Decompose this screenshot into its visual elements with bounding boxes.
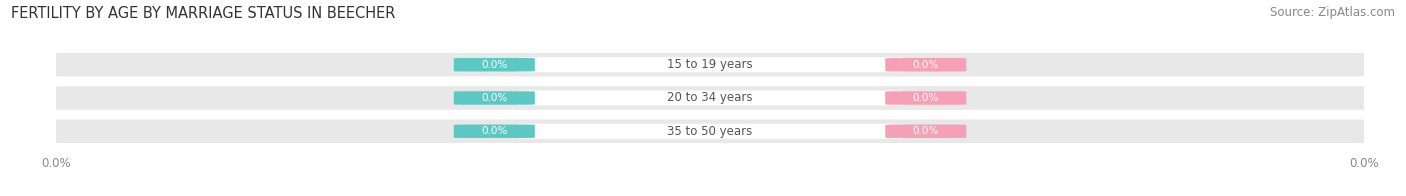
FancyBboxPatch shape [886,58,966,72]
Text: 0.0%: 0.0% [481,60,508,70]
FancyBboxPatch shape [454,91,534,105]
Text: 0.0%: 0.0% [912,126,939,136]
Text: 20 to 34 years: 20 to 34 years [668,92,752,104]
Text: 0.0%: 0.0% [912,60,939,70]
FancyBboxPatch shape [886,124,966,138]
Text: 0.0%: 0.0% [912,93,939,103]
Text: 35 to 50 years: 35 to 50 years [668,125,752,138]
FancyBboxPatch shape [517,91,903,105]
FancyBboxPatch shape [454,124,534,138]
FancyBboxPatch shape [53,53,1367,77]
Text: 15 to 19 years: 15 to 19 years [668,58,752,71]
FancyBboxPatch shape [886,91,966,105]
FancyBboxPatch shape [53,119,1367,143]
FancyBboxPatch shape [53,86,1367,110]
FancyBboxPatch shape [517,124,903,139]
Text: Source: ZipAtlas.com: Source: ZipAtlas.com [1270,6,1395,19]
Text: FERTILITY BY AGE BY MARRIAGE STATUS IN BEECHER: FERTILITY BY AGE BY MARRIAGE STATUS IN B… [11,6,395,21]
FancyBboxPatch shape [517,57,903,72]
Text: 0.0%: 0.0% [481,93,508,103]
Text: 0.0%: 0.0% [481,126,508,136]
Legend: Married, Unmarried: Married, Unmarried [626,192,794,196]
FancyBboxPatch shape [454,58,534,72]
